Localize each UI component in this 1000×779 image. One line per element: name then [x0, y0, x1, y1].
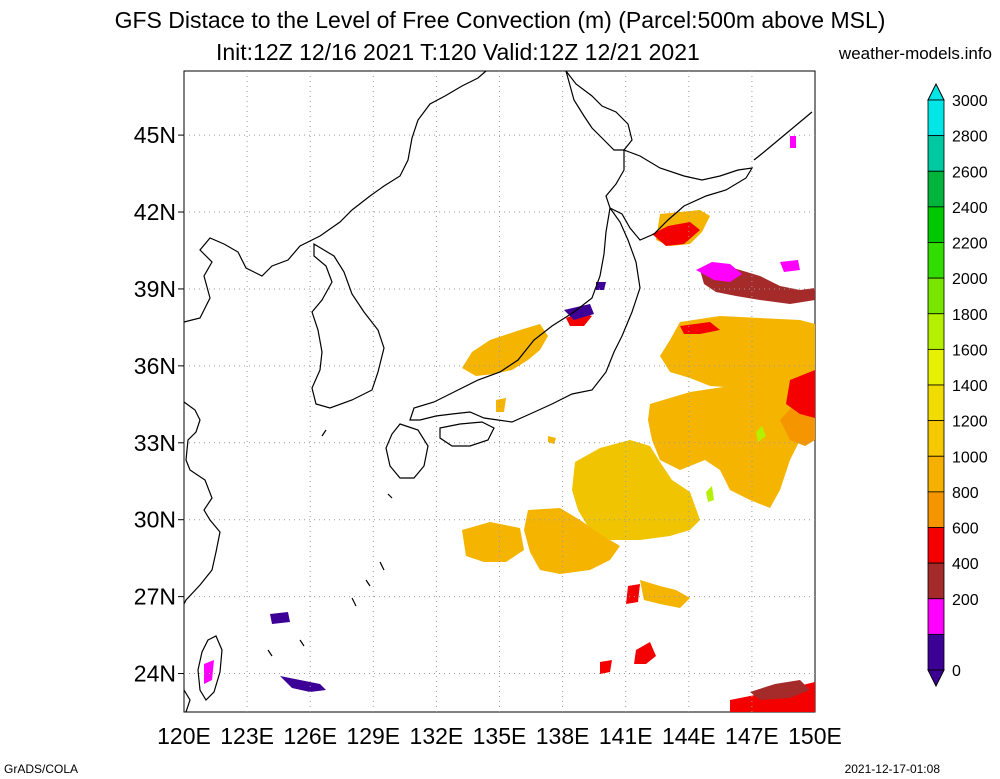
y-tick-label: 33N: [134, 430, 176, 456]
colorbar-label: 2600: [952, 164, 988, 181]
lfc-field-region: [564, 304, 594, 320]
x-tick-label: 123E: [220, 723, 274, 749]
lfc-field-region: [548, 436, 556, 444]
colorbar: 3000280026002400220020001800160014001200…: [927, 82, 988, 688]
x-tick-label: 135E: [473, 723, 527, 749]
colorbar-swatch: [927, 527, 945, 564]
lfc-field-region: [640, 580, 690, 608]
colorbar-label: 1600: [952, 342, 988, 359]
colorbar-swatch: [927, 277, 945, 315]
colorbar-swatch: [927, 384, 945, 422]
y-tick-label: 27N: [134, 584, 176, 610]
colorbar-swatch: [927, 135, 945, 172]
colorbar-label: 600: [952, 521, 979, 538]
y-tick-label: 42N: [134, 199, 176, 225]
colorbar-max-arrow: [927, 82, 945, 101]
y-tick-label: 24N: [134, 661, 176, 687]
chart-title: GFS Distace to the Level of Free Convect…: [114, 7, 886, 33]
colorbar-swatch: [927, 313, 945, 350]
y-tick-label: 45N: [134, 122, 176, 148]
colorbar-min-arrow: [927, 669, 945, 688]
lfc-field-region: [786, 370, 815, 418]
lfc-field-region: [270, 612, 290, 624]
x-tick-label: 150E: [788, 723, 842, 749]
lfc-field-region: [750, 680, 810, 700]
lfc-field-region: [696, 262, 742, 282]
lfc-field-region: [524, 508, 620, 574]
lfc-field-region: [652, 222, 700, 246]
colorbar-swatch: [927, 242, 945, 279]
lfc-field-region: [634, 642, 656, 664]
colorbar-swatch: [927, 633, 945, 671]
x-tick-label: 132E: [410, 723, 464, 749]
lfc-field-region: [600, 660, 612, 674]
lfc-field-region: [280, 676, 326, 692]
x-tick-label: 147E: [725, 723, 779, 749]
colorbar-swatch: [927, 348, 945, 386]
colorbar-label: 400: [952, 556, 979, 573]
lfc-field-region: [626, 584, 640, 604]
x-tick-label: 138E: [536, 723, 590, 749]
software-label: GrADS/COLA: [4, 762, 79, 776]
y-tick-label: 30N: [134, 507, 176, 533]
y-axis-labels: 45N 42N 39N 36N 33N 30N 27N 24N: [134, 122, 184, 687]
coastlines: [183, 70, 813, 713]
lfc-field-region: [756, 426, 766, 442]
x-tick-label: 141E: [599, 723, 653, 749]
colorbar-label: 800: [952, 485, 979, 502]
lfc-field-region: [462, 522, 524, 562]
lfc-field-region: [790, 136, 796, 148]
x-axis-labels: 120E 123E 126E 129E 132E 135E 138E 141E 144E 147E…: [157, 723, 842, 749]
chart-subtitle: Init:12Z 12/16 2021 T:120 Valid:12Z 12/2…: [216, 39, 700, 65]
x-tick-label: 126E: [283, 723, 337, 749]
colorbar-label: 200: [952, 592, 979, 609]
colorbar-label: 2800: [952, 129, 988, 146]
lfc-field-region: [780, 260, 800, 272]
colorbar-label: 1200: [952, 414, 988, 431]
colorbar-swatch: [927, 562, 945, 600]
lfc-field-region: [706, 486, 714, 502]
colorbar-label: 3000: [952, 93, 988, 110]
colorbar-swatch: [927, 206, 945, 243]
graticule: [184, 71, 815, 712]
colorbar-label: 2000: [952, 271, 988, 288]
colorbar-swatch: [927, 420, 945, 457]
colorbar-swatch: [927, 99, 945, 137]
colorbar-swatch: [927, 455, 945, 493]
colorbar-label: 2400: [952, 200, 988, 217]
site-label: weather-models.info: [838, 44, 992, 63]
lfc-field-region: [572, 440, 700, 540]
lfc-field-region: [596, 282, 606, 290]
colorbar-label: 1000: [952, 449, 988, 466]
colorbar-label: 1400: [952, 378, 988, 395]
colorbar-swatch: [927, 598, 945, 635]
colorbar-swatch: [927, 491, 945, 528]
x-tick-label: 120E: [157, 723, 211, 749]
lfc-field: [204, 136, 815, 712]
y-tick-label: 36N: [134, 353, 176, 379]
x-tick-label: 129E: [346, 723, 400, 749]
generated-timestamp: 2021-12-17-01:08: [844, 762, 940, 776]
lfc-field-region: [204, 660, 214, 684]
colorbar-label: 1800: [952, 307, 988, 324]
colorbar-label: 0: [952, 663, 961, 680]
lfc-field-region: [680, 322, 720, 334]
lfc-field-region: [648, 380, 815, 508]
lfc-field-region: [496, 398, 506, 412]
y-tick-label: 39N: [134, 276, 176, 302]
lfc-field-region: [462, 324, 548, 376]
x-tick-label: 144E: [662, 723, 716, 749]
colorbar-label: 2200: [952, 236, 988, 253]
colorbar-swatch: [927, 170, 945, 208]
